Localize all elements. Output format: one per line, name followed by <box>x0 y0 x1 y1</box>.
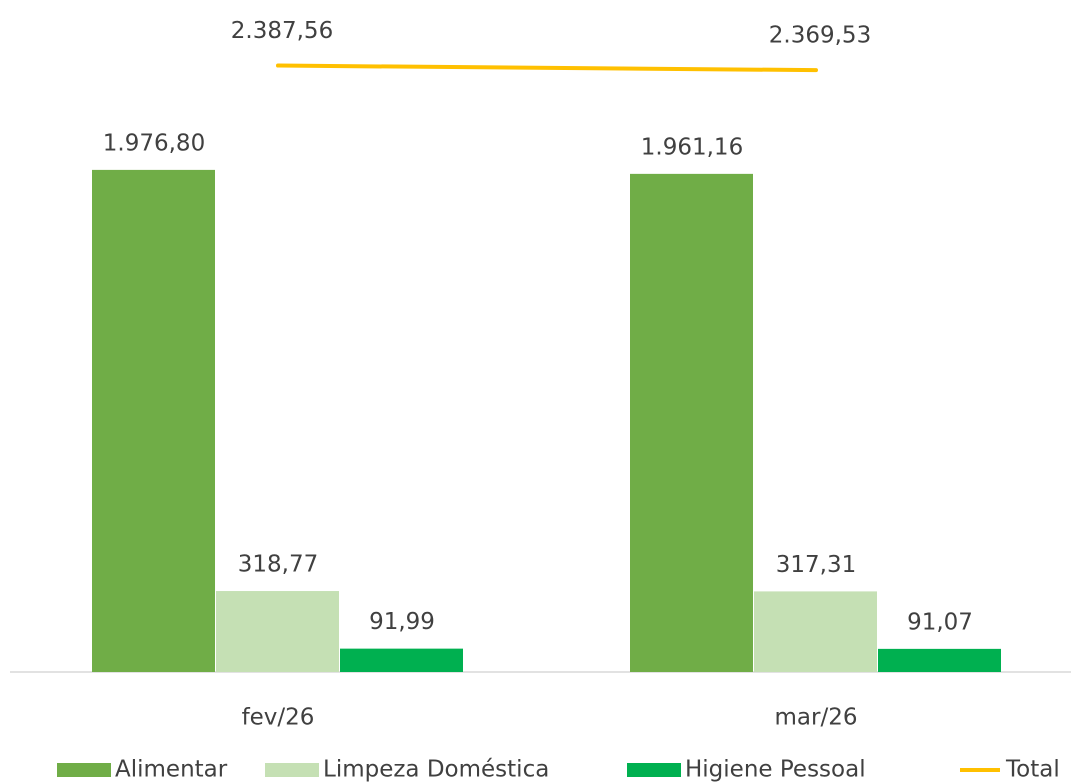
legend-swatch <box>57 763 111 777</box>
legend-label: Limpeza Doméstica <box>323 757 549 783</box>
bar <box>340 648 463 672</box>
bar <box>630 173 753 672</box>
data-label: 2.387,56 <box>231 18 333 44</box>
data-label: 1.976,80 <box>103 130 205 156</box>
bar <box>878 648 1001 672</box>
line <box>276 63 818 73</box>
legend-swatch <box>265 763 319 777</box>
x-tick-label: mar/26 <box>775 705 858 731</box>
bar <box>92 169 215 672</box>
bar <box>216 591 339 672</box>
legend-label: Total <box>1005 757 1060 783</box>
data-label: 317,31 <box>776 552 856 578</box>
bar <box>754 591 877 672</box>
data-label: 318,77 <box>238 552 318 578</box>
legend-label: Higiene Pessoal <box>685 757 866 783</box>
data-label: 91,07 <box>907 609 973 635</box>
legend-swatch <box>627 763 681 777</box>
legend-label: Alimentar <box>115 757 228 783</box>
data-label: 91,99 <box>369 609 435 635</box>
x-tick-label: fev/26 <box>242 705 315 731</box>
data-label: 1.961,16 <box>641 134 743 160</box>
data-label: 2.369,53 <box>769 23 871 49</box>
